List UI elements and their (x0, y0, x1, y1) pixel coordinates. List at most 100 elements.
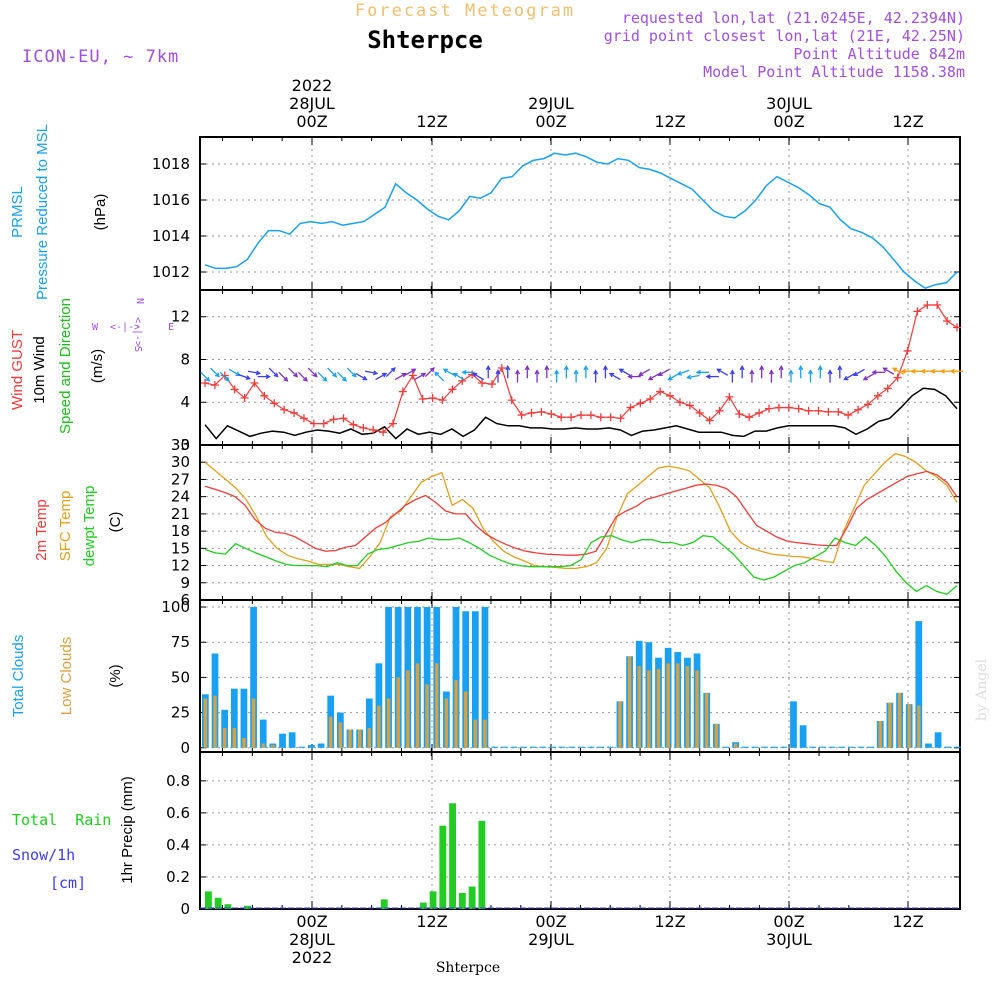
gust-marker (220, 371, 229, 380)
wind-direction-arrow-icon (882, 367, 895, 375)
compass-e: E (168, 322, 174, 333)
clouds-ytick-label: 25 (171, 704, 190, 722)
total-cloud-bar (587, 746, 595, 748)
gust-marker (567, 413, 576, 422)
low-cloud-bar (232, 728, 236, 748)
gust-marker (527, 408, 536, 417)
wind-ytick-label: 4 (180, 393, 190, 411)
low-cloud-bar (666, 663, 670, 748)
wind-direction-arrow-icon (583, 364, 589, 379)
wind-direction-arrow-icon (327, 367, 338, 378)
precip-frame (199, 751, 961, 910)
sfctemp-label: SFC Temp (57, 491, 74, 562)
info-line-3: Point Altitude 842m (793, 45, 965, 63)
time-label-bottom: 30JUL (766, 930, 812, 949)
gust-marker (547, 410, 556, 418)
pressure-label-line1: PRMSL (9, 186, 26, 238)
wind-direction-arrow-icon (798, 364, 804, 379)
low-cloud-bar (329, 716, 333, 748)
time-label-top: 12Z (892, 112, 923, 131)
wind-direction-arrow-icon (297, 371, 308, 382)
wind-direction-arrow-icon (524, 364, 530, 379)
wind-direction-arrow-icon (686, 374, 700, 380)
low-cloud-bar (454, 680, 458, 748)
gust-marker (577, 411, 585, 420)
gust-marker (359, 423, 368, 432)
wind-direction-arrow-icon (716, 368, 729, 376)
temperature-ytick-label: 27 (171, 470, 190, 488)
gust-marker (537, 407, 546, 416)
credit: by Angel (974, 658, 990, 721)
total-cloud-bar (529, 746, 537, 748)
gust-marker (557, 413, 566, 422)
wind-direction-arrow-icon (695, 369, 710, 375)
pressure-ytick-label: 1018 (152, 155, 190, 173)
low-cloud-bar (348, 729, 352, 748)
low-cloud-bar (367, 728, 371, 748)
low-cloud-bar (685, 666, 690, 748)
gust-marker (893, 373, 902, 382)
gust-marker (824, 407, 833, 416)
precip-axis-label: 1hr Precip (mm) (119, 776, 136, 884)
wind-direction-arrow-icon (434, 371, 445, 382)
total-cloud-bar (558, 746, 566, 748)
gust-marker (408, 371, 417, 380)
wind-direction-arrow-icon (424, 367, 435, 378)
total-cloud-bar (761, 746, 768, 748)
gust-marker (606, 413, 615, 422)
compass-w: W (92, 322, 99, 333)
low-cloud-bar (251, 698, 256, 748)
gust-marker (299, 414, 308, 423)
total-cloud-bar (741, 746, 749, 748)
time-label-bottom: 12Z (654, 912, 685, 931)
precip-ytick-label: 0.8 (166, 772, 190, 790)
gust-marker (666, 391, 675, 400)
total-cloud-bar (230, 688, 238, 748)
gust-marker (201, 379, 209, 387)
low-cloud-bar (733, 743, 738, 748)
location-title: Shterpce (367, 26, 483, 54)
total-cloud-bar (838, 746, 846, 748)
gust-marker (270, 399, 279, 408)
low-cloud-bar (878, 721, 882, 748)
time-label-bottom: 12Z (892, 912, 923, 931)
total-cloud-bar (317, 743, 325, 748)
time-label-bottom: 12Z (416, 912, 447, 931)
total-cloud-bar (298, 746, 306, 748)
low-cloud-bar (203, 698, 208, 748)
cloud-unit: (%) (107, 664, 124, 687)
wind-direction-arrow-icon (404, 368, 417, 376)
wind-direction-arrow-icon (544, 364, 550, 379)
total-cloud-bar (539, 746, 547, 748)
gust-marker (804, 406, 813, 415)
wind-direction-arrow-icon (657, 368, 670, 376)
gust-marker (626, 403, 635, 412)
pressure-unit: (hPa) (92, 194, 109, 231)
gust-marker (398, 387, 407, 396)
total-cloud-bar (471, 611, 479, 748)
wind-direction-arrow-icon (461, 369, 475, 375)
rain-bar (419, 902, 427, 909)
total-cloud-bar (925, 743, 932, 748)
temp-ylabel: 2m Temp SFC Temp dewpt Temp (C) (33, 486, 124, 567)
wind-direction-arrow-icon (837, 364, 843, 379)
info-line-4: Model Point Altitude 1158.38m (703, 63, 965, 81)
total-cloud-bar (385, 607, 392, 748)
low-cloud-bar (213, 695, 217, 748)
temperature-ytick-label: 6 (180, 591, 190, 609)
clouds-ytick-label: 0 (180, 739, 190, 757)
temperature-ytick-label: 33 (171, 436, 190, 454)
total-cloud-bar (944, 746, 952, 748)
gust-marker (349, 420, 358, 429)
wind-direction-arrow-icon (219, 371, 230, 382)
gust-marker (369, 426, 378, 435)
gust-marker (755, 408, 764, 417)
time-label-top: 00Z (773, 112, 804, 131)
wind-direction-arrow-icon (618, 368, 631, 376)
wind-direction-arrow-icon (442, 368, 455, 376)
wind-ytick-label: 8 (180, 350, 190, 368)
precip-ytick-label: 0.6 (166, 804, 190, 822)
gust-marker (329, 415, 338, 424)
